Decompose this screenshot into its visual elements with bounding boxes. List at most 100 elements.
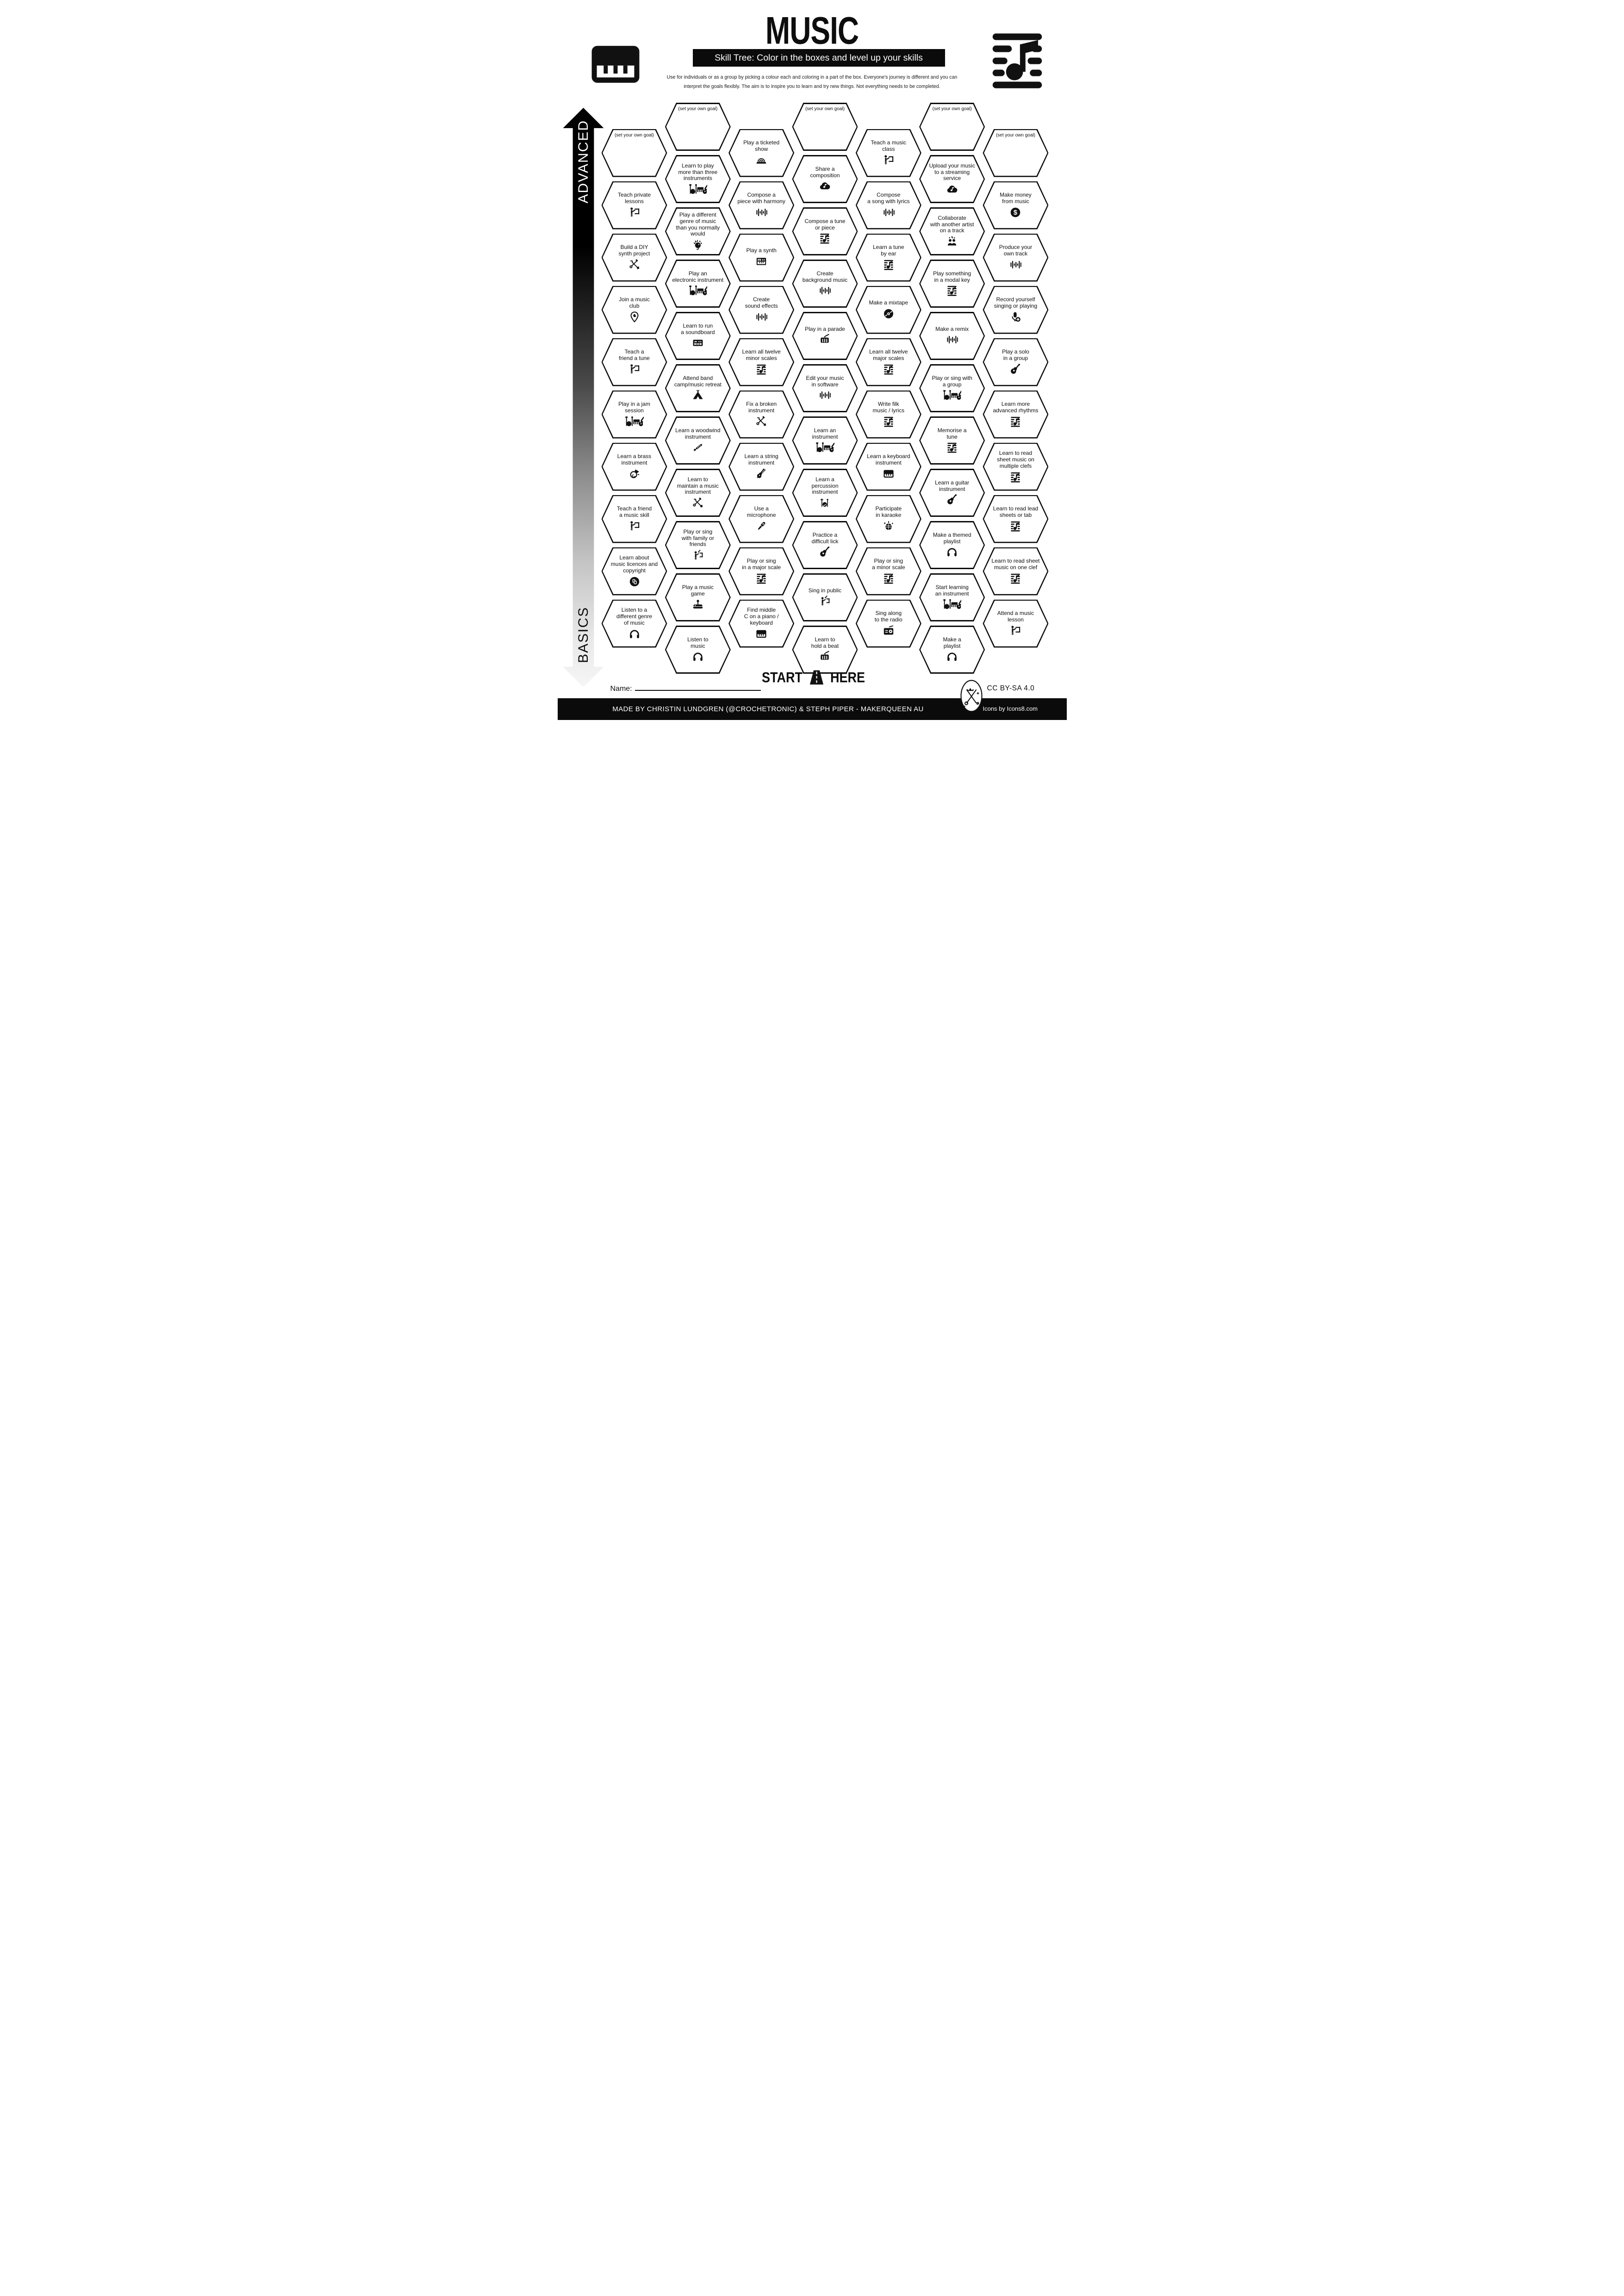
hex-cell[interactable]: Attend a music lesson bbox=[983, 599, 1049, 648]
hex-fill-area[interactable] bbox=[857, 496, 921, 542]
hex-fill-area[interactable] bbox=[666, 574, 730, 621]
hex-cell-set-your-own-goal[interactable]: (set your own goal) bbox=[983, 129, 1049, 177]
hex-cell[interactable]: Learn to read sheet music on multiple cl… bbox=[983, 442, 1049, 491]
hex-fill-area[interactable] bbox=[793, 470, 857, 516]
hex-cell[interactable]: Learn a brass instrument bbox=[601, 442, 667, 491]
hex-cell[interactable]: Make money from music $ bbox=[983, 181, 1049, 230]
hex-cell[interactable]: Record yourself singing or playing bbox=[983, 285, 1049, 334]
hex-cell[interactable]: Memorise a tune bbox=[919, 416, 985, 465]
hex-fill-area[interactable] bbox=[920, 104, 984, 150]
hex-cell[interactable]: Play or sing with family or friends bbox=[665, 521, 731, 569]
hex-fill-area[interactable] bbox=[920, 208, 984, 254]
hex-fill-area[interactable] bbox=[857, 391, 921, 437]
hex-fill-area[interactable] bbox=[603, 287, 666, 333]
hex-cell[interactable]: Teach private lessons bbox=[601, 181, 667, 230]
hex-cell[interactable]: Learn an instrument bbox=[792, 416, 858, 465]
name-input-line[interactable] bbox=[635, 683, 761, 691]
hex-fill-area[interactable] bbox=[793, 313, 857, 359]
hex-fill-area[interactable] bbox=[603, 444, 666, 490]
hex-fill-area[interactable] bbox=[857, 339, 921, 385]
hex-fill-area[interactable] bbox=[603, 496, 666, 542]
hex-fill-area[interactable] bbox=[984, 287, 1047, 333]
hex-fill-area[interactable] bbox=[920, 313, 984, 359]
hex-cell[interactable]: Join a music club bbox=[601, 285, 667, 334]
hex-fill-area[interactable] bbox=[666, 470, 730, 516]
hex-fill-area[interactable] bbox=[793, 365, 857, 411]
hex-cell[interactable]: Play a synth bbox=[728, 233, 795, 282]
hex-cell[interactable]: Learn a woodwind instrument bbox=[665, 416, 731, 465]
hex-fill-area[interactable] bbox=[857, 130, 921, 176]
hex-cell[interactable]: Play an electronic instrument bbox=[665, 260, 731, 308]
hex-cell[interactable]: Start learning an instrument bbox=[919, 573, 985, 621]
hex-cell[interactable]: Make a remix bbox=[919, 312, 985, 360]
hex-cell[interactable]: Attend band camp/music retreat bbox=[665, 364, 731, 412]
hex-fill-area[interactable] bbox=[666, 313, 730, 359]
hex-cell[interactable]: Play in a jam session bbox=[601, 390, 667, 439]
hex-cell[interactable]: Make a mixtape bbox=[855, 285, 921, 334]
hex-fill-area[interactable] bbox=[793, 261, 857, 307]
hex-cell-set-your-own-goal[interactable]: (set your own goal) bbox=[601, 129, 667, 177]
hex-fill-area[interactable] bbox=[857, 548, 921, 594]
hex-fill-area[interactable] bbox=[666, 156, 730, 202]
hex-fill-area[interactable] bbox=[729, 287, 793, 333]
hex-fill-area[interactable] bbox=[793, 574, 857, 621]
hex-fill-area[interactable] bbox=[793, 417, 857, 464]
hex-fill-area[interactable] bbox=[729, 130, 793, 176]
hex-cell[interactable]: Learn to play more than three instrument… bbox=[665, 155, 731, 203]
hex-cell-set-your-own-goal[interactable]: (set your own goal) bbox=[792, 103, 858, 151]
hex-fill-area[interactable] bbox=[920, 417, 984, 464]
hex-cell[interactable]: Learn a keyboard instrument bbox=[855, 442, 921, 491]
hex-fill-area[interactable] bbox=[729, 548, 793, 594]
hex-cell[interactable]: Compose a piece with harmony bbox=[728, 181, 795, 230]
hex-fill-area[interactable] bbox=[793, 104, 857, 150]
hex-cell[interactable]: Teach a friend a music skill bbox=[601, 495, 667, 543]
hex-cell[interactable]: Learn more advanced rhythms bbox=[983, 390, 1049, 439]
hex-fill-area[interactable] bbox=[666, 627, 730, 673]
hex-cell[interactable]: Listen to a different genre of music bbox=[601, 599, 667, 648]
hex-cell[interactable]: Write filk music / lyrics bbox=[855, 390, 921, 439]
hex-fill-area[interactable] bbox=[984, 339, 1047, 385]
hex-fill-area[interactable] bbox=[793, 522, 857, 568]
hex-fill-area[interactable] bbox=[603, 339, 666, 385]
hex-fill-area[interactable] bbox=[984, 182, 1047, 228]
hex-fill-area[interactable] bbox=[666, 365, 730, 411]
hex-fill-area[interactable] bbox=[666, 261, 730, 307]
hex-fill-area[interactable] bbox=[729, 235, 793, 280]
hex-fill-area[interactable] bbox=[603, 548, 666, 594]
hex-fill-area[interactable] bbox=[793, 208, 857, 254]
hex-cell[interactable]: Learn to read sheet music on one clef bbox=[983, 547, 1049, 596]
hex-fill-area[interactable] bbox=[920, 156, 984, 202]
hex-fill-area[interactable] bbox=[857, 235, 921, 280]
hex-cell[interactable]: Play something in a modal key bbox=[919, 260, 985, 308]
hex-cell[interactable]: Learn a tune by ear bbox=[855, 233, 921, 282]
hex-cell[interactable]: Learn to hold a beat bbox=[792, 626, 858, 674]
hex-cell[interactable]: Practice a difficult lick bbox=[792, 521, 858, 569]
hex-fill-area[interactable] bbox=[603, 235, 666, 280]
hex-cell[interactable]: Sing along to the radio bbox=[855, 599, 921, 648]
hex-cell[interactable]: Participate in karaoke bbox=[855, 495, 921, 543]
hex-cell[interactable]: Edit your music in software bbox=[792, 364, 858, 412]
hex-fill-area[interactable] bbox=[984, 496, 1047, 542]
hex-cell[interactable]: Learn a percussion instrument bbox=[792, 469, 858, 517]
hex-fill-area[interactable] bbox=[729, 339, 793, 385]
hex-cell[interactable]: Build a DIY synth project bbox=[601, 233, 667, 282]
hex-cell[interactable]: Listen to music bbox=[665, 626, 731, 674]
hex-cell[interactable]: Learn a guitar instrument bbox=[919, 469, 985, 517]
hex-cell[interactable]: Compose a tune or piece bbox=[792, 207, 858, 255]
hex-fill-area[interactable] bbox=[857, 601, 921, 646]
hex-cell[interactable]: Learn a string instrument bbox=[728, 442, 795, 491]
hex-fill-area[interactable] bbox=[920, 261, 984, 307]
hex-cell[interactable]: Create background music bbox=[792, 260, 858, 308]
hex-cell[interactable]: Play a different genre of music than you… bbox=[665, 207, 731, 255]
hex-fill-area[interactable] bbox=[920, 627, 984, 673]
hex-fill-area[interactable] bbox=[857, 444, 921, 490]
hex-cell[interactable]: Make a playlist bbox=[919, 626, 985, 674]
hex-fill-area[interactable] bbox=[729, 444, 793, 490]
hex-fill-area[interactable] bbox=[729, 601, 793, 646]
hex-fill-area[interactable] bbox=[857, 182, 921, 228]
hex-cell[interactable]: Learn all twelve major scales bbox=[855, 338, 921, 386]
hex-fill-area[interactable] bbox=[984, 130, 1047, 176]
hex-fill-area[interactable] bbox=[603, 130, 666, 176]
hex-cell[interactable]: Produce your own track bbox=[983, 233, 1049, 282]
hex-fill-area[interactable] bbox=[729, 496, 793, 542]
